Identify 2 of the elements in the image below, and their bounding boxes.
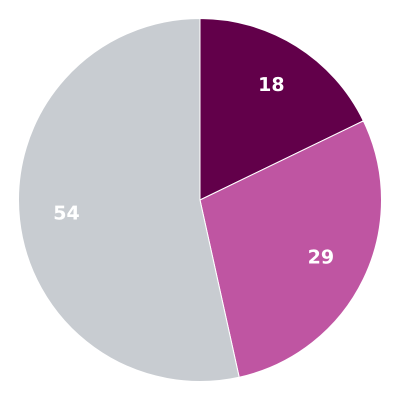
data-label: 18	[258, 74, 285, 96]
data-label: 29	[308, 246, 334, 268]
